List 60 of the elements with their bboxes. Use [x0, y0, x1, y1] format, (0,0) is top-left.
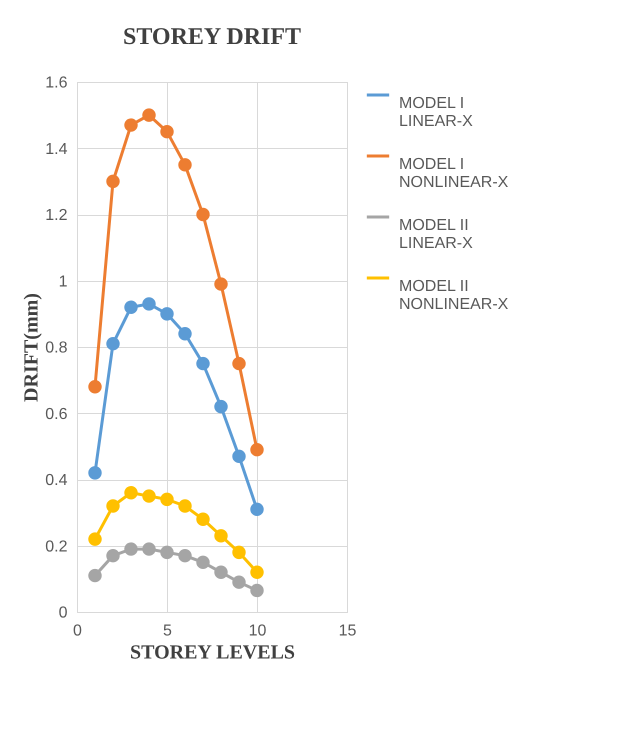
- x-tick-label: 10: [248, 622, 266, 640]
- y-tick-label: 0: [58, 604, 68, 622]
- point: [196, 556, 210, 570]
- x-tick-label: 15: [338, 622, 356, 640]
- point: [196, 512, 210, 526]
- y-tick-label: 1.2: [45, 207, 68, 224]
- point: [160, 124, 174, 138]
- point: [124, 542, 138, 556]
- point: [88, 568, 102, 582]
- y-tick-label: 1.6: [45, 74, 68, 92]
- point: [232, 356, 246, 370]
- legend-label: MODEL I LINEAR-X: [399, 95, 474, 130]
- point: [88, 380, 102, 394]
- point: [160, 307, 174, 321]
- chart-title: STOREY DRIFT: [122, 24, 302, 50]
- point: [214, 400, 228, 414]
- point: [106, 174, 120, 188]
- point: [88, 532, 102, 546]
- point: [250, 502, 264, 516]
- point: [124, 486, 138, 500]
- point: [178, 499, 192, 513]
- point: [214, 277, 228, 291]
- y-tick-label: 1.4: [45, 140, 68, 158]
- point: [250, 584, 264, 598]
- y-tick-label: 0.6: [45, 406, 68, 423]
- legend-label: MODEL II LINEAR-X: [399, 217, 474, 252]
- point: [142, 108, 156, 122]
- point: [88, 466, 102, 480]
- y-axis-title: DRIFT(mm): [20, 293, 42, 402]
- point: [142, 297, 156, 311]
- point: [196, 208, 210, 222]
- y-tick-label: 0.4: [45, 472, 68, 489]
- y-tick-label: 1: [58, 273, 68, 290]
- point: [142, 489, 156, 503]
- x-axis-title: STOREY LEVELS: [130, 642, 296, 664]
- point: [124, 118, 138, 132]
- point: [106, 336, 120, 350]
- legend-label: MODEL I NONLINEAR-X: [399, 156, 509, 191]
- point: [142, 542, 156, 556]
- point: [232, 575, 246, 589]
- point: [178, 158, 192, 172]
- point: [214, 566, 228, 579]
- point: [232, 546, 246, 560]
- point: [232, 450, 246, 464]
- point: [214, 529, 228, 543]
- point: [178, 327, 192, 340]
- point: [250, 442, 264, 456]
- point: [160, 546, 174, 560]
- point: [106, 499, 120, 513]
- point: [250, 566, 264, 579]
- x-tick-label: 5: [163, 622, 172, 640]
- point: [124, 300, 138, 314]
- y-tick-label: 0.2: [45, 538, 68, 556]
- legend-label: MODEL II NONLINEAR-X: [399, 278, 509, 313]
- point: [160, 492, 174, 506]
- y-tick-label: 0.8: [45, 340, 68, 356]
- point: [196, 356, 210, 370]
- point: [106, 548, 120, 562]
- point: [178, 548, 192, 562]
- x-tick-label: 0: [73, 622, 82, 640]
